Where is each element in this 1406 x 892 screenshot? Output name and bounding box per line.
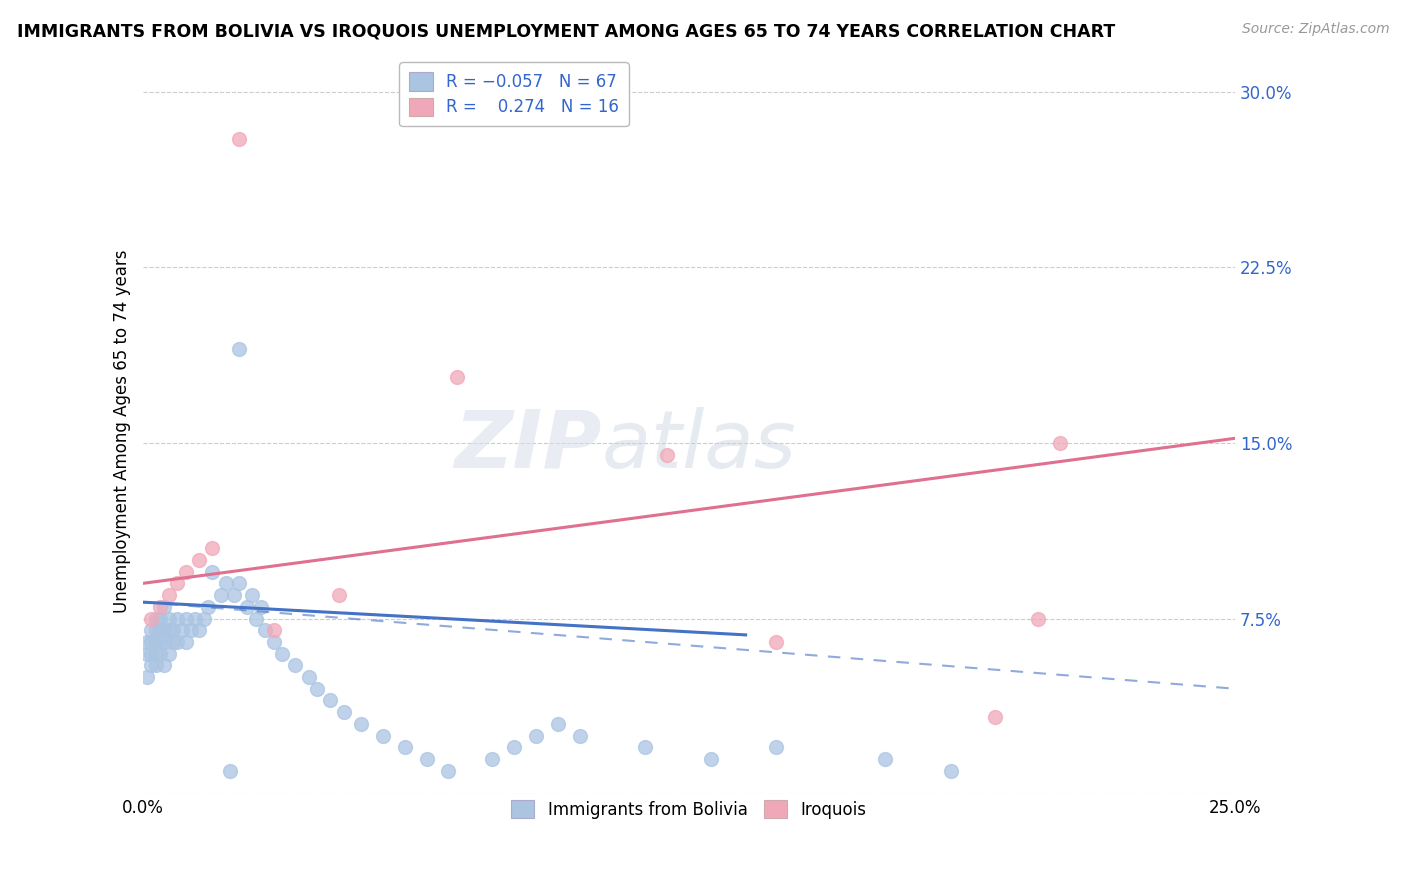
Point — [145, 635, 167, 649]
Point — [153, 624, 176, 638]
Point — [228, 576, 250, 591]
Point — [634, 740, 657, 755]
Point — [153, 635, 176, 649]
Point — [319, 693, 342, 707]
Point — [197, 599, 219, 614]
Point — [145, 658, 167, 673]
Point — [174, 611, 197, 625]
Point — [228, 132, 250, 146]
Point — [135, 647, 157, 661]
Point — [307, 681, 329, 696]
Point — [135, 670, 157, 684]
Point — [157, 624, 180, 638]
Point — [166, 611, 188, 625]
Point — [188, 624, 211, 638]
Point — [149, 624, 172, 638]
Legend: Immigrants from Bolivia, Iroquois: Immigrants from Bolivia, Iroquois — [505, 794, 873, 826]
Point — [524, 729, 547, 743]
Point — [228, 343, 250, 357]
Point — [153, 599, 176, 614]
Point — [284, 658, 307, 673]
Point — [297, 670, 319, 684]
Point — [162, 635, 184, 649]
Point — [332, 705, 354, 719]
Point — [145, 647, 167, 661]
Point — [371, 729, 394, 743]
Point — [350, 716, 373, 731]
Point — [394, 740, 416, 755]
Point — [201, 565, 224, 579]
Point — [145, 624, 167, 638]
Point — [149, 647, 172, 661]
Point — [214, 576, 236, 591]
Point — [699, 752, 721, 766]
Point — [188, 553, 211, 567]
Point — [141, 635, 163, 649]
Point — [253, 624, 276, 638]
Point — [135, 635, 157, 649]
Point — [174, 635, 197, 649]
Point — [209, 588, 232, 602]
Point — [765, 740, 787, 755]
Point — [437, 764, 460, 778]
Point — [166, 576, 188, 591]
Point — [219, 764, 242, 778]
Point — [157, 647, 180, 661]
Point — [180, 624, 202, 638]
Point — [263, 635, 285, 649]
Point — [170, 624, 193, 638]
Point — [939, 764, 962, 778]
Point — [145, 611, 167, 625]
Text: Source: ZipAtlas.com: Source: ZipAtlas.com — [1241, 22, 1389, 37]
Point — [446, 370, 468, 384]
Point — [568, 729, 591, 743]
Point — [655, 448, 678, 462]
Point — [271, 647, 294, 661]
Text: IMMIGRANTS FROM BOLIVIA VS IROQUOIS UNEMPLOYMENT AMONG AGES 65 TO 74 YEARS CORRE: IMMIGRANTS FROM BOLIVIA VS IROQUOIS UNEM… — [17, 22, 1115, 40]
Point — [166, 635, 188, 649]
Point — [263, 624, 285, 638]
Point — [240, 588, 263, 602]
Point — [141, 624, 163, 638]
Point — [236, 599, 259, 614]
Point — [149, 635, 172, 649]
Point — [249, 599, 271, 614]
Point — [201, 541, 224, 556]
Point — [157, 611, 180, 625]
Point — [328, 588, 350, 602]
Point — [141, 658, 163, 673]
Point — [224, 588, 246, 602]
Point — [415, 752, 437, 766]
Point — [184, 611, 207, 625]
Point — [1049, 436, 1071, 450]
Text: ZIP: ZIP — [454, 407, 602, 484]
Point — [193, 611, 215, 625]
Point — [141, 611, 163, 625]
Point — [157, 588, 180, 602]
Point — [765, 635, 787, 649]
Point — [245, 611, 267, 625]
Point — [162, 624, 184, 638]
Point — [1028, 611, 1050, 625]
Point — [141, 647, 163, 661]
Point — [875, 752, 897, 766]
Point — [481, 752, 503, 766]
Point — [149, 599, 172, 614]
Y-axis label: Unemployment Among Ages 65 to 74 years: Unemployment Among Ages 65 to 74 years — [114, 250, 131, 613]
Point — [547, 716, 569, 731]
Point — [149, 611, 172, 625]
Point — [983, 710, 1005, 724]
Point — [503, 740, 526, 755]
Text: atlas: atlas — [602, 407, 796, 484]
Point — [174, 565, 197, 579]
Point — [153, 658, 176, 673]
